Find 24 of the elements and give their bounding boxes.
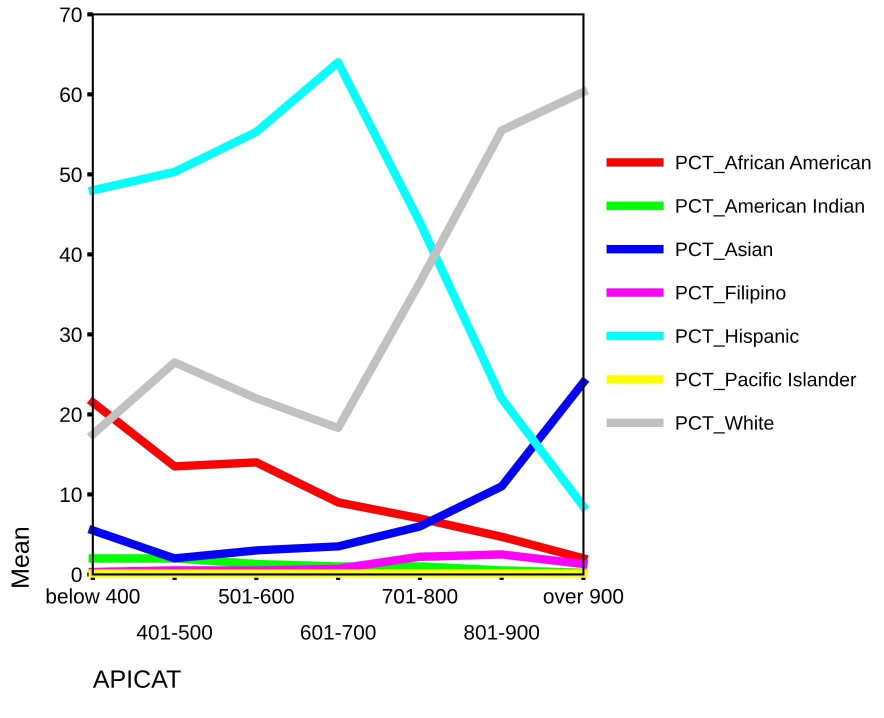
y-axis-title: Mean	[12, 528, 30, 587]
y-tick-label: 60	[60, 87, 82, 102]
legend-label: PCT_African American	[676, 155, 870, 174]
y-tick-label: 50	[60, 167, 82, 182]
legend-label: PCT_White	[676, 416, 774, 434]
y-tick-label: 40	[60, 247, 82, 262]
x-tick-label: 601-700	[300, 624, 376, 640]
y-tick-label: 20	[60, 407, 82, 422]
x-tick-label: 701-800	[382, 588, 458, 604]
legend-label: PCT_Hispanic	[676, 328, 799, 347]
legend-label: PCT_Asian	[676, 242, 772, 260]
x-tick-label: 401-500	[136, 624, 212, 640]
legend-label: PCT_Filipino	[676, 285, 786, 304]
x-tick-label: 501-600	[218, 588, 294, 604]
x-tick-label: 801-900	[464, 624, 540, 640]
y-tick-label: 0	[72, 567, 82, 582]
x-tick-label: over 900	[544, 588, 624, 604]
y-tick-label: 70	[60, 7, 82, 22]
y-tick-label: 30	[60, 327, 82, 342]
x-tick-label: below 400	[46, 588, 140, 604]
x-axis-title: APICAT	[92, 670, 181, 688]
legend-label: PCT_American Indian	[676, 198, 864, 216]
y-tick-label: 10	[60, 487, 82, 502]
legend-label: PCT_Pacific Islander	[676, 372, 856, 390]
